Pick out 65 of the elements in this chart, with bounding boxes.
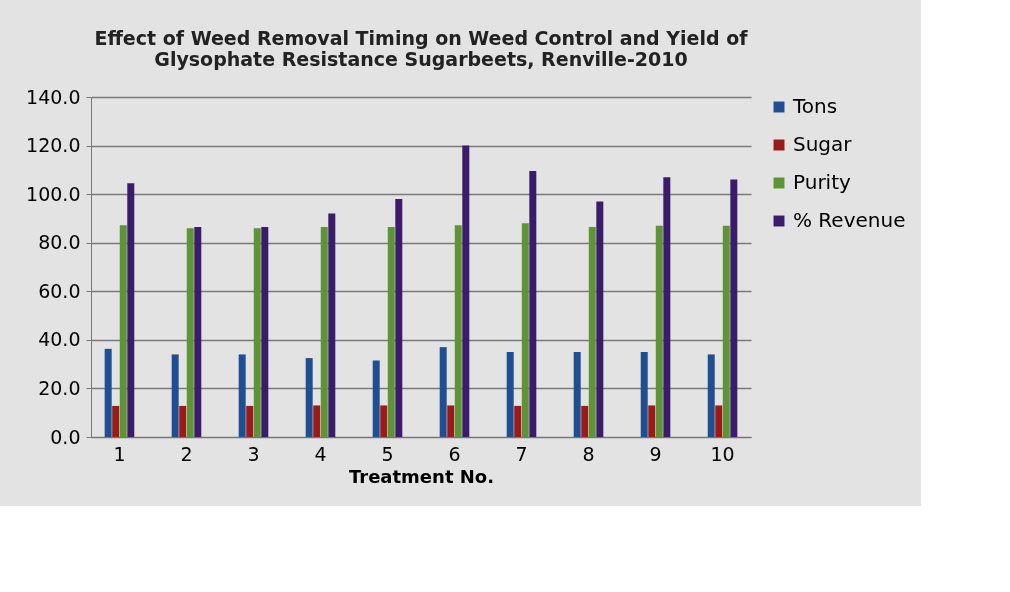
legend-label: % Revenue bbox=[793, 208, 906, 232]
bar bbox=[238, 354, 246, 437]
y-tick-label: 140.0 bbox=[26, 85, 81, 108]
bar bbox=[179, 405, 187, 437]
legend-label: Sugar bbox=[793, 132, 853, 156]
bar bbox=[380, 405, 388, 437]
bar bbox=[707, 354, 715, 437]
bar bbox=[104, 348, 112, 437]
bar bbox=[715, 405, 723, 437]
bar bbox=[722, 225, 730, 437]
bar bbox=[127, 183, 135, 437]
legend-label: Tons bbox=[792, 94, 838, 118]
y-tick-label: 120.0 bbox=[26, 134, 81, 157]
bar bbox=[588, 226, 596, 437]
x-axis-title: Treatment No. bbox=[348, 465, 495, 487]
bar bbox=[313, 405, 321, 437]
x-tick-label: 1 bbox=[113, 442, 126, 465]
x-tick-label: 3 bbox=[247, 442, 260, 465]
bar bbox=[596, 201, 604, 437]
x-tick-label: 5 bbox=[381, 442, 394, 465]
bar bbox=[462, 145, 470, 437]
bar bbox=[573, 352, 581, 437]
bar bbox=[581, 405, 589, 437]
x-tick-label: 9 bbox=[649, 442, 662, 465]
bar bbox=[186, 228, 194, 437]
y-tick-label: 40.0 bbox=[38, 328, 81, 351]
x-tick-label: 6 bbox=[448, 442, 461, 465]
bar bbox=[454, 225, 462, 437]
x-tick-label: 4 bbox=[314, 442, 327, 465]
bar bbox=[395, 199, 403, 437]
x-tick-label: 10 bbox=[710, 442, 735, 465]
bar bbox=[648, 405, 656, 437]
bar bbox=[529, 171, 537, 437]
bar bbox=[439, 347, 447, 437]
y-tick-label: 100.0 bbox=[26, 182, 81, 205]
bar bbox=[514, 405, 522, 437]
bar bbox=[194, 226, 202, 437]
y-tick-label: 20.0 bbox=[38, 376, 81, 399]
y-tick-label: 0.0 bbox=[50, 425, 81, 448]
bar bbox=[655, 225, 663, 437]
bar bbox=[372, 360, 380, 437]
bar bbox=[447, 405, 455, 437]
bar bbox=[730, 179, 738, 437]
bar bbox=[320, 226, 328, 437]
bar bbox=[253, 228, 261, 437]
bar bbox=[119, 225, 127, 437]
x-tick-label: 2 bbox=[180, 442, 193, 465]
bar bbox=[663, 177, 671, 437]
legend-label: Purity bbox=[793, 170, 852, 194]
text: Effect of Weed Removal Timing on Weed Control and Yield of bbox=[94, 27, 748, 49]
bar bbox=[328, 213, 336, 437]
bar bbox=[112, 405, 120, 437]
bar bbox=[387, 226, 395, 437]
bar bbox=[171, 354, 179, 437]
x-tick-label: 8 bbox=[582, 442, 595, 465]
bar bbox=[305, 358, 313, 437]
x-tick-label: 7 bbox=[515, 442, 528, 465]
text: Glysophate Resistance Sugarbeets, Renville-2010 bbox=[154, 48, 688, 70]
bar bbox=[640, 352, 648, 437]
bar bbox=[506, 352, 514, 437]
y-tick-label: 60.0 bbox=[38, 279, 81, 302]
y-tick-label: 80.0 bbox=[38, 231, 81, 254]
bar bbox=[261, 226, 269, 437]
bar bbox=[246, 405, 254, 437]
bar bbox=[521, 223, 529, 437]
